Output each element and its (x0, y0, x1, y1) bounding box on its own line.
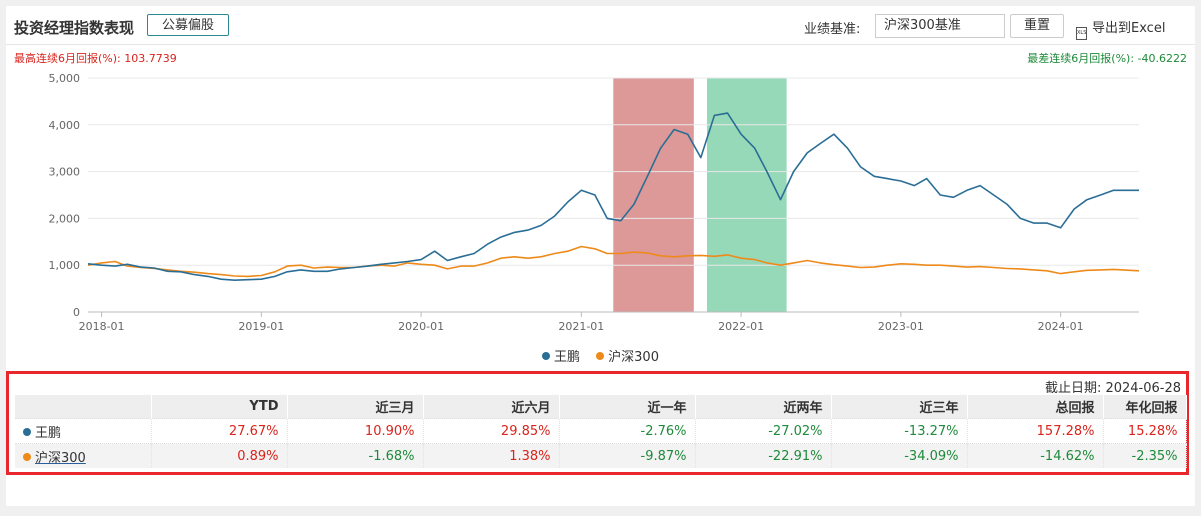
benchmark-select[interactable]: 沪深300基准 (875, 14, 1005, 38)
header-total[interactable]: 总回报 (967, 395, 1104, 419)
x-tick-label: 2021-01 (558, 320, 604, 333)
benchmark-link[interactable]: 沪深300 (35, 450, 86, 466)
value-cell: -2.76% (559, 418, 696, 444)
header-2y[interactable]: 近两年 (695, 395, 832, 419)
header-1y[interactable]: 近一年 (559, 395, 696, 419)
value-cell: -27.02% (695, 418, 832, 444)
value-cell: 10.90% (287, 418, 424, 444)
performance-table-highlight: 截止日期: 2024-06-28 YTD 近三月 近六月 近一年 近两年 近三年… (6, 371, 1189, 475)
value-cell: -2.35% (1103, 443, 1187, 468)
value-cell: 27.67% (151, 418, 288, 444)
x-tick-label: 2020-01 (398, 320, 444, 333)
max-return-band (613, 78, 694, 312)
header-6m[interactable]: 近六月 (423, 395, 560, 419)
value-cell: -13.27% (831, 418, 968, 444)
value-cell: 157.28% (967, 418, 1104, 444)
panel-header: 投资经理指数表现 公募偏股 业绩基准: 沪深300基准 重置 XLS 导出到Exc… (6, 6, 1195, 45)
value-cell: 29.85% (423, 418, 560, 444)
x-tick-label: 2023-01 (878, 320, 924, 333)
header-3m[interactable]: 近三月 (287, 395, 424, 419)
value-cell: 15.28% (1103, 418, 1187, 444)
value-cell: -1.68% (287, 443, 424, 468)
legend-item-benchmark[interactable]: 沪深300 (596, 346, 659, 365)
row-name-cell: 沪深300 (15, 443, 152, 468)
value-cell: -9.87% (559, 443, 696, 468)
x-tick-label: 2022-01 (718, 320, 764, 333)
benchmark-dot (23, 452, 31, 461)
value-cell: 0.89% (151, 443, 288, 468)
benchmark-label: 业绩基准: (804, 22, 861, 37)
x-tick-label: 2024-01 (1038, 320, 1084, 333)
table-row: 王鹏 27.67% 10.90% 29.85% -2.76% -27.02% -… (15, 418, 1187, 444)
table-row: 沪深300 0.89% -1.68% 1.38% -9.87% -22.91% … (15, 443, 1187, 468)
row-name-cell: 王鹏 (15, 418, 152, 444)
y-tick-label: 5,000 (49, 72, 81, 85)
legend-label-benchmark: 沪深300 (608, 350, 659, 365)
value-cell: -14.62% (967, 443, 1104, 468)
header-name (15, 395, 152, 419)
fund-type-button[interactable]: 公募偏股 (147, 14, 229, 36)
y-tick-label: 3,000 (49, 166, 81, 179)
header-3y[interactable]: 近三年 (831, 395, 968, 419)
y-tick-label: 0 (73, 306, 80, 319)
legend-item-manager[interactable]: 王鹏 (542, 346, 580, 365)
as-of-date: 截止日期: 2024-06-28 (1044, 381, 1181, 396)
row-name: 王鹏 (35, 425, 62, 441)
header-ytd[interactable]: YTD (151, 395, 288, 419)
manager-legend-dot (542, 352, 550, 360)
benchmark-line (87, 245, 1140, 278)
legend-label-manager: 王鹏 (554, 350, 581, 365)
export-excel-label: 导出到Excel (1092, 21, 1166, 36)
manager-line (87, 112, 1139, 281)
max-six-month-return: 最高连续6月回报(%): 103.7739 (14, 52, 177, 65)
page-title: 投资经理指数表现 (14, 19, 135, 37)
export-excel-button[interactable]: XLS 导出到Excel (1076, 17, 1165, 40)
value-cell: -34.09% (831, 443, 968, 468)
value-cell: -22.91% (695, 443, 832, 468)
value-cell: 1.38% (423, 443, 560, 468)
performance-line-chart: 0 1,000 2,000 3,000 4,000 5,000 2018-01 2019-01… (49, 72, 1140, 333)
table-header-row: YTD 近三月 近六月 近一年 近两年 近三年 总回报 年化回报 (15, 395, 1187, 419)
y-tick-label: 1,000 (49, 259, 81, 272)
y-tick-label: 2,000 (49, 212, 81, 225)
y-tick-label: 4,000 (49, 119, 81, 132)
min-return-band (706, 78, 787, 312)
header-annualized[interactable]: 年化回报 (1103, 395, 1187, 419)
benchmark-legend-dot (596, 352, 605, 360)
x-tick-label: 2018-01 (79, 320, 125, 333)
performance-table: YTD 近三月 近六月 近一年 近两年 近三年 总回报 年化回报 王鹏 27.6… (15, 395, 1187, 468)
manager-dot (23, 427, 31, 436)
x-tick-label: 2019-01 (238, 320, 284, 333)
min-six-month-return: 最差连续6月回报(%): -40.6222 (1027, 52, 1187, 65)
chart-legend: 王鹏 沪深300 (6, 346, 1195, 365)
excel-file-icon: XLS (1076, 27, 1087, 40)
reset-button[interactable]: 重置 (1010, 14, 1064, 38)
